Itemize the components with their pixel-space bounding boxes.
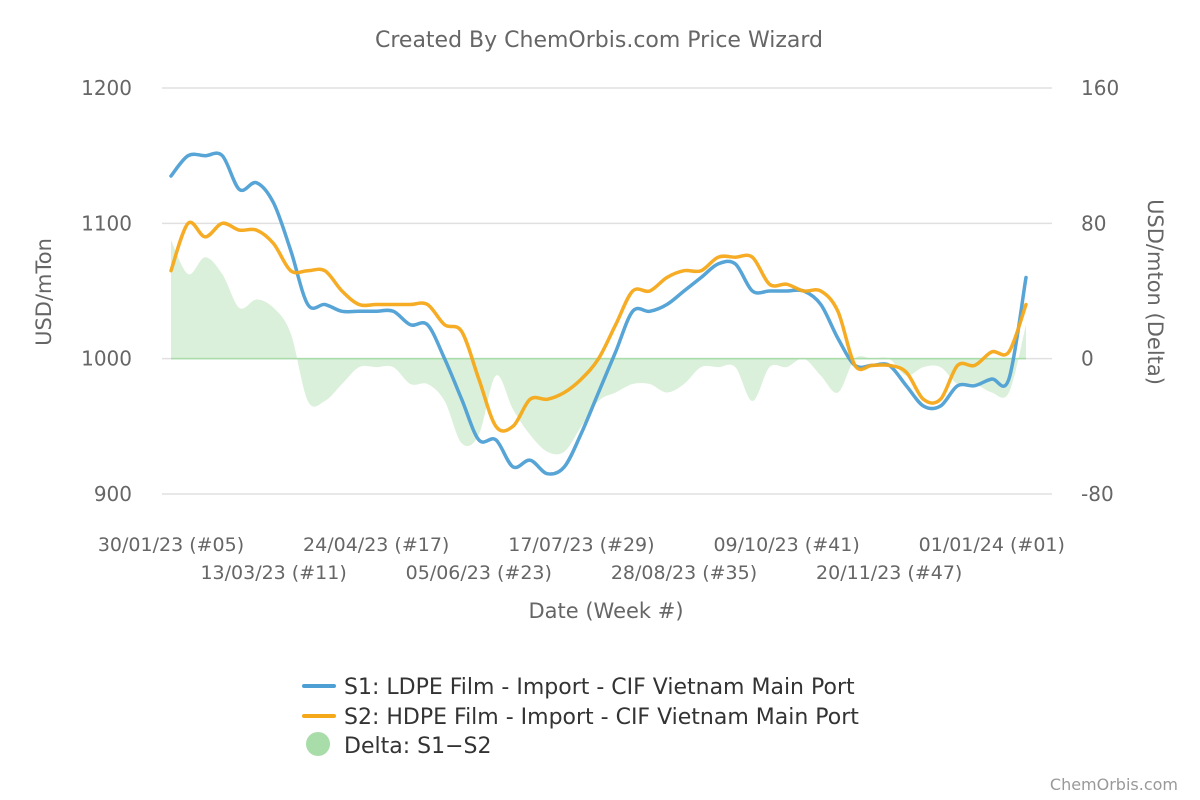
y2-axis-ticks: -80 0 80 160 — [1081, 76, 1119, 506]
legend-label-s2: S2: HDPE Film - Import - CIF Vietnam Mai… — [344, 705, 859, 730]
x-tick-label: 24/04/23 (#17) — [303, 534, 449, 556]
legend-label-s1: S1: LDPE Film - Import - CIF Vietnam Mai… — [344, 675, 855, 700]
x-tick-label: 05/06/23 (#23) — [406, 562, 552, 584]
x-tick-label: 01/01/24 (#01) — [919, 534, 1065, 556]
x-axis-label: Date (Week #) — [528, 599, 683, 623]
x-axis-ticks: 30/01/23 (#05) 13/03/23 (#11) 24/04/23 (#1… — [98, 534, 1065, 584]
x-tick-label: 13/03/23 (#11) — [200, 562, 346, 584]
y-axis-ticks: 900 1000 1100 1200 — [81, 76, 132, 506]
y2-axis-label: USD/mton (Delta) — [1143, 199, 1167, 385]
x-tick-label: 28/08/23 (#35) — [611, 562, 757, 584]
y-tick-label: 900 — [94, 482, 132, 506]
series-line-s1[interactable] — [169, 151, 1028, 476]
legend-item-s2[interactable]: S2: HDPE Film - Import - CIF Vietnam Mai… — [302, 705, 859, 730]
series-lines-layer — [169, 151, 1028, 476]
y2-tick-label: 0 — [1081, 347, 1094, 371]
legend[interactable]: S1: LDPE Film - Import - CIF Vietnam Mai… — [302, 675, 859, 759]
credit-link[interactable]: ChemOrbis.com — [1050, 775, 1178, 794]
legend-item-delta[interactable]: Delta: S1−S2 — [306, 732, 491, 759]
y2-tick-label: 160 — [1081, 76, 1119, 100]
y2-tick-label: -80 — [1081, 482, 1114, 506]
legend-label-delta: Delta: S1−S2 — [344, 734, 491, 759]
x-tick-label: 17/07/23 (#29) — [508, 534, 654, 556]
chart-title: Created By ChemOrbis.com Price Wizard — [375, 28, 823, 53]
series-line-s2[interactable] — [169, 220, 1028, 433]
y-tick-label: 1000 — [81, 347, 132, 371]
x-tick-label: 30/01/23 (#05) — [98, 534, 244, 556]
x-tick-label: 20/11/23 (#47) — [816, 562, 962, 584]
grid-lines — [162, 87, 1052, 495]
legend-swatch-delta — [306, 732, 330, 756]
y-tick-label: 1100 — [81, 211, 132, 235]
y-axis-label: USD/mTon — [32, 238, 56, 346]
y-tick-label: 1200 — [81, 76, 132, 100]
x-tick-label: 09/10/23 (#41) — [713, 534, 859, 556]
y2-tick-label: 80 — [1081, 211, 1106, 235]
legend-item-s1[interactable]: S1: LDPE Film - Import - CIF Vietnam Mai… — [302, 675, 855, 700]
